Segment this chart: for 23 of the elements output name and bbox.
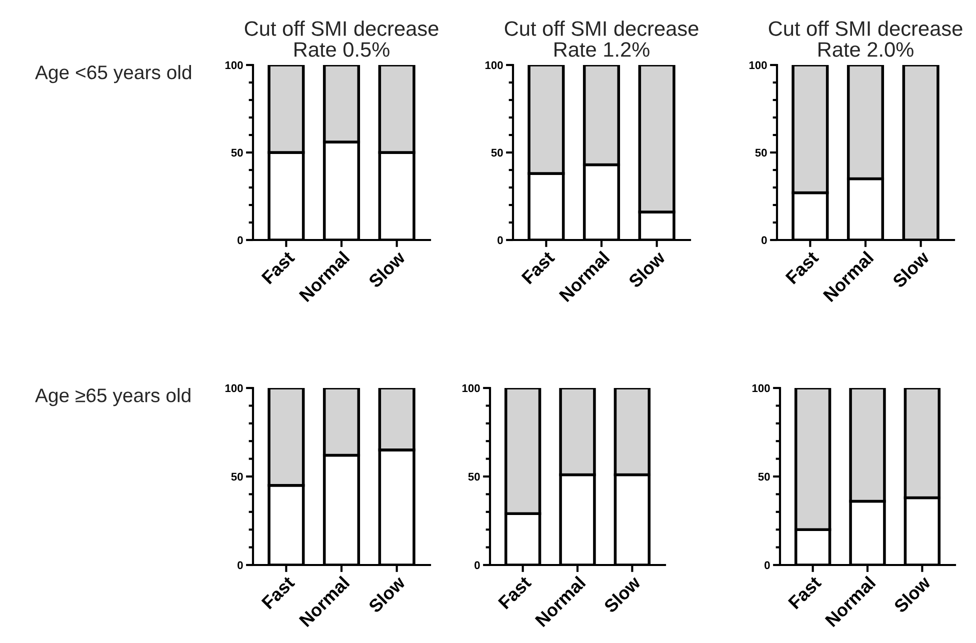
y-tick-label: 50 (231, 148, 243, 157)
y-axis-title: Age ≥65 years old (35, 388, 190, 406)
y-tick-label: 0 (764, 561, 770, 570)
y-tick-label: 0 (498, 236, 503, 244)
y-tick-label: 50 (231, 472, 243, 481)
y-tick-label: 100 (749, 61, 767, 70)
y-axis-title: Age <65 years old (35, 65, 192, 84)
y-tick-label: 100 (752, 384, 770, 392)
y-tick-label: 0 (238, 236, 243, 244)
y-tick-label: 100 (225, 384, 243, 392)
y-tick-label: 50 (758, 472, 770, 481)
y-tick-label: 0 (762, 236, 767, 244)
y-tick-label: 50 (491, 148, 503, 157)
chart-title: Cut off SMI decrease Rate 1.2% (504, 20, 698, 57)
y-tick-label: 50 (755, 148, 767, 157)
y-tick-label: 50 (468, 472, 480, 481)
y-tick-label: 100 (462, 384, 480, 392)
y-tick-label: 100 (485, 61, 503, 70)
y-tick-label: 100 (225, 61, 243, 70)
chart-title: Cut off SMI decrease Rate 2.0% (768, 20, 962, 57)
chart-title: Cut off SMI decrease Rate 0.5% (244, 20, 438, 57)
y-tick-label: 0 (238, 561, 243, 570)
y-tick-label: 0 (474, 561, 480, 570)
